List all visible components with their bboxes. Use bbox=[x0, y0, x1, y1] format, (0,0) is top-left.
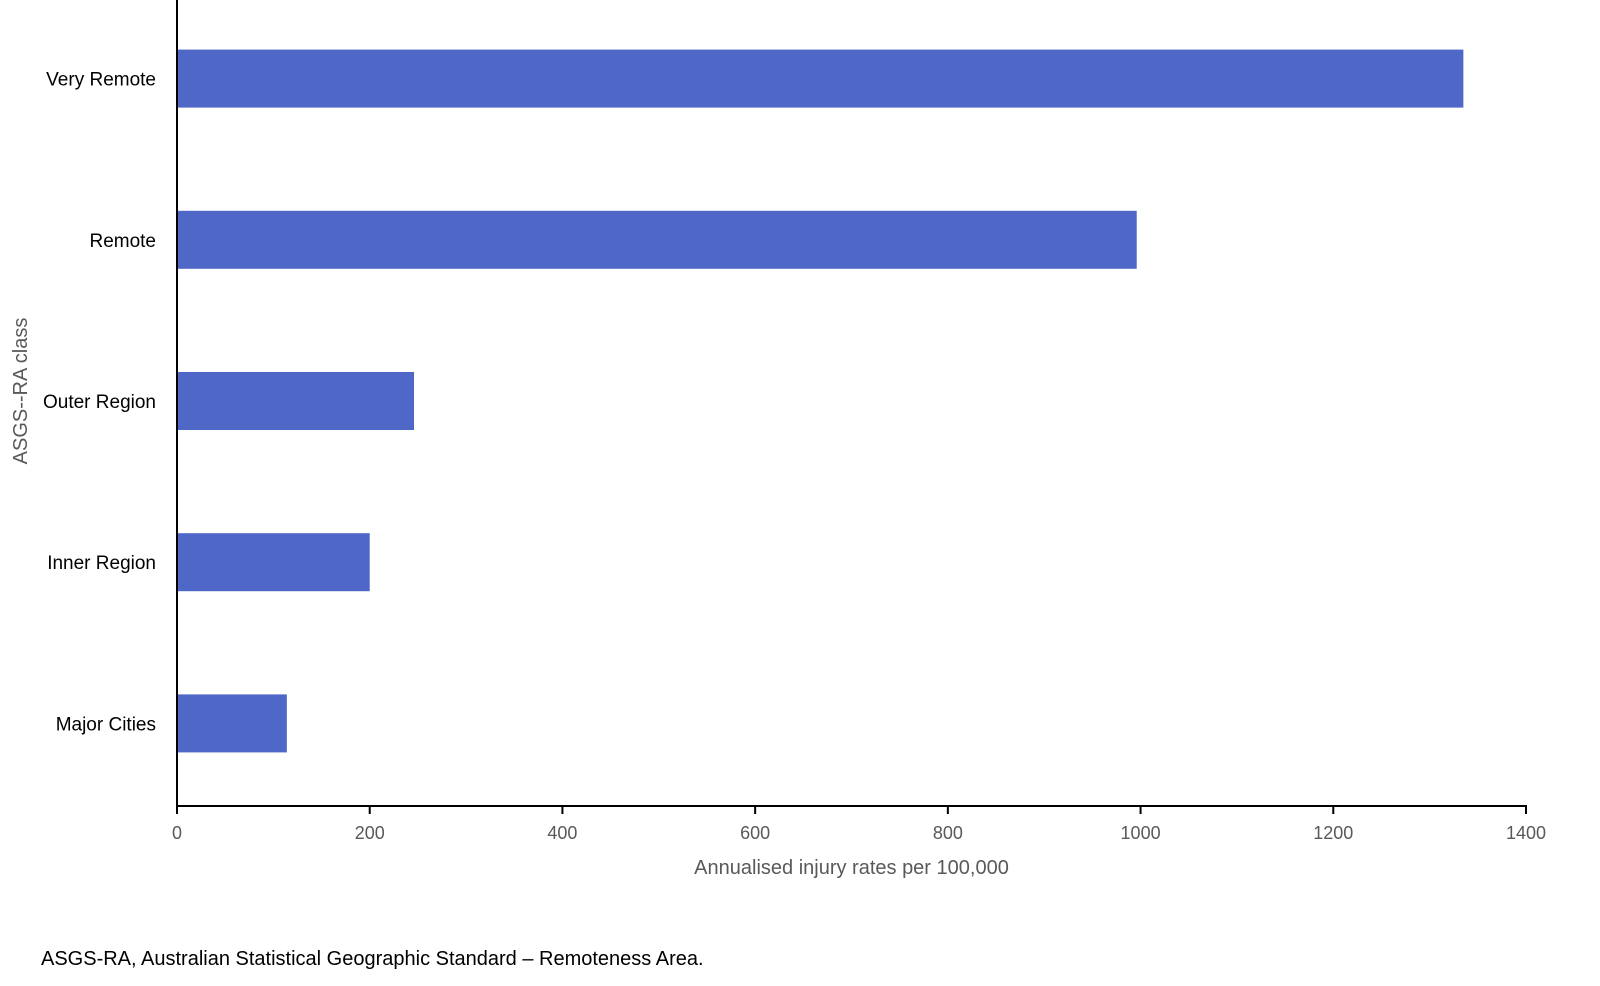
category-label: Outer Region bbox=[43, 392, 156, 413]
x-tick-label: 0 bbox=[172, 823, 182, 843]
bars-layer bbox=[177, 49, 1464, 753]
bar-inner-region bbox=[177, 533, 370, 592]
bar-remote bbox=[177, 210, 1137, 269]
x-tick-label: 400 bbox=[547, 823, 577, 843]
footnote: ASGS-RA, Australian Statistical Geograph… bbox=[41, 948, 704, 970]
x-axis-title: Annualised injury rates per 100,000 bbox=[694, 857, 1009, 879]
bar-major-cities bbox=[177, 694, 287, 753]
y-axis-title: ASGS--RA class bbox=[10, 318, 32, 465]
x-tick-label: 600 bbox=[740, 823, 770, 843]
x-tick-label: 1400 bbox=[1506, 823, 1546, 843]
bar-very-remote bbox=[177, 49, 1464, 108]
y-labels-layer: Very Remote Remote Outer Region Inner Regio… bbox=[43, 70, 156, 736]
x-tick-label: 1000 bbox=[1121, 823, 1161, 843]
category-label: Major Cities bbox=[56, 714, 156, 735]
bar-outer-region bbox=[177, 372, 415, 430]
category-label: Inner Region bbox=[47, 553, 156, 574]
x-tick-label: 1200 bbox=[1313, 823, 1353, 843]
x-tick-label: 800 bbox=[933, 823, 963, 843]
x-tick-label: 200 bbox=[355, 823, 385, 843]
x-ticks-layer: 0 200 400 600 800 1000 1200 1400 bbox=[172, 806, 1546, 843]
category-label: Very Remote bbox=[46, 70, 156, 91]
category-label: Remote bbox=[89, 231, 156, 252]
